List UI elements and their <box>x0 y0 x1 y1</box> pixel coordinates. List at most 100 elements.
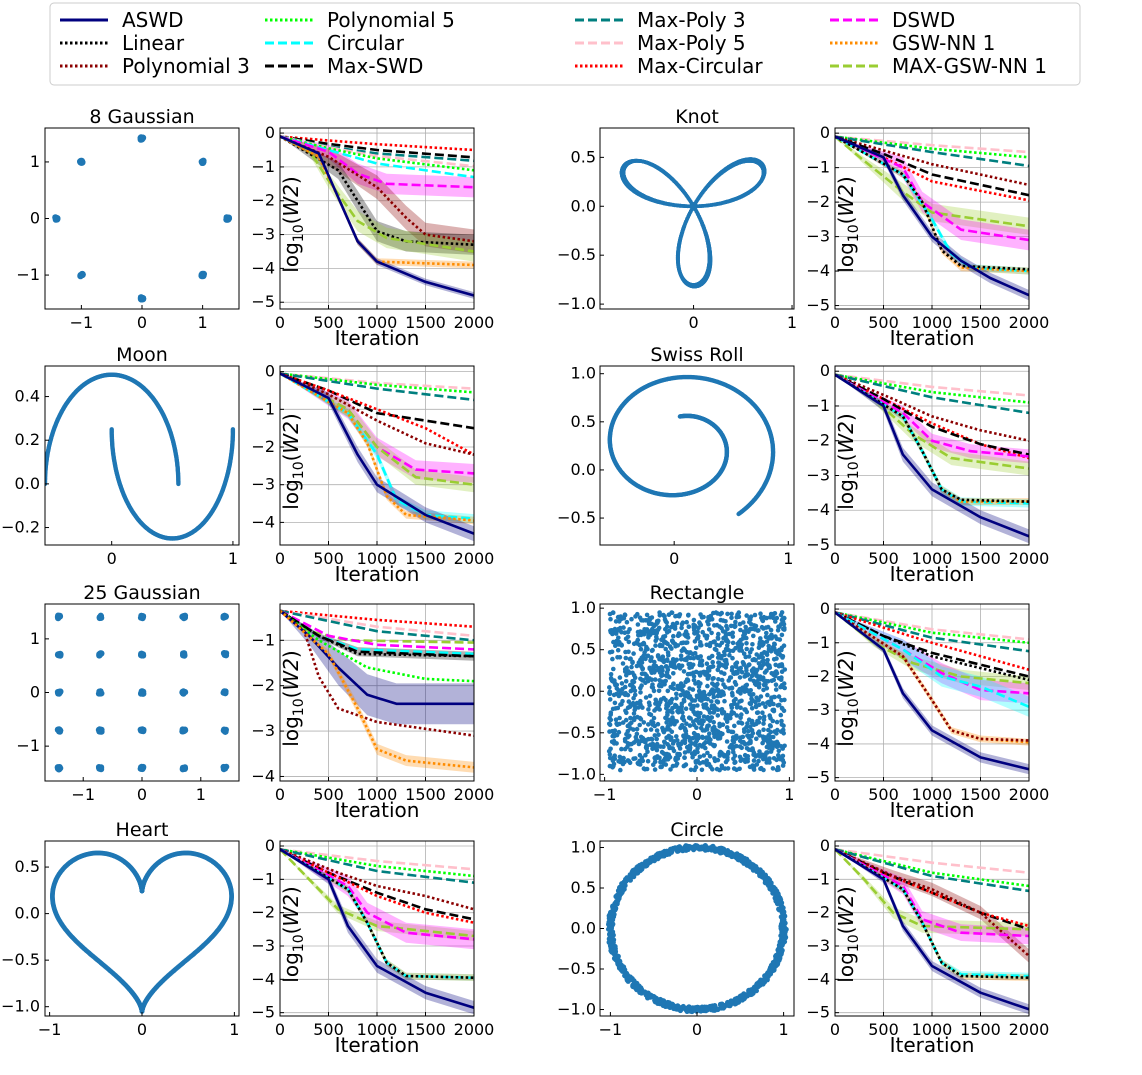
axes-frame <box>44 127 240 310</box>
scatter-point <box>764 750 769 755</box>
scatter-point <box>199 272 206 280</box>
scatter-point <box>652 708 657 713</box>
scatter-point <box>643 695 649 700</box>
series-dswd <box>280 609 474 651</box>
scatter-point <box>626 669 631 674</box>
x-tick-label: −1 <box>70 313 94 332</box>
scatter-point <box>778 712 784 718</box>
x-axis-label: Iteration <box>890 326 975 350</box>
scatter-point <box>657 670 663 675</box>
scatter-point <box>607 650 613 655</box>
series-poly5 <box>280 609 474 683</box>
scatter-point <box>779 698 784 703</box>
scatter-point <box>611 692 617 698</box>
legend-entry-poly5: Polynomial 5 <box>265 8 455 32</box>
scatter-point <box>780 616 785 622</box>
scatter-point <box>751 633 756 639</box>
plot-area <box>280 372 474 542</box>
band-aswd <box>835 374 1029 544</box>
scatter-point <box>654 728 660 733</box>
scatter-point <box>689 664 694 670</box>
scatter-point <box>608 672 614 677</box>
x-tick-label: 1000 <box>357 785 398 804</box>
scatter-point <box>221 688 228 695</box>
series-dswd <box>280 135 474 189</box>
scatter-point <box>755 753 760 758</box>
legend-label-maxpoly3: Max-Poly 3 <box>637 8 746 32</box>
y-tick-label: −1 <box>251 157 275 176</box>
scatter-point <box>612 700 618 706</box>
scatter-point <box>696 714 702 720</box>
scatter-point <box>757 715 763 721</box>
scatter-point <box>654 741 660 747</box>
legend-label-maxcircular: Max-Circular <box>637 54 763 78</box>
scatter-point <box>607 752 613 757</box>
scatter-point <box>665 742 670 747</box>
scatter-point <box>631 651 636 656</box>
axes-frame <box>599 127 795 310</box>
series-aswd <box>835 135 1029 297</box>
series-maxcircular <box>280 135 474 152</box>
scatter-point <box>607 697 613 702</box>
scatter-point <box>738 637 744 643</box>
panel-title: 25 Gaussian <box>83 582 200 604</box>
scatter-point <box>638 716 644 722</box>
scatter-point <box>685 734 690 740</box>
scatter-point <box>660 636 666 642</box>
scatter-point <box>679 640 684 646</box>
scatter-point <box>770 615 776 621</box>
scatter-point <box>758 694 764 699</box>
plot-area <box>280 609 474 773</box>
scatter-point <box>653 643 658 648</box>
scatter-point <box>138 651 145 658</box>
scatter-point <box>139 134 147 141</box>
scatter-point <box>626 639 632 645</box>
y-tick-label: −0.2 <box>1 518 40 537</box>
scatter-point <box>53 215 61 223</box>
scatter-point <box>775 628 781 633</box>
series-poly3 <box>835 373 1029 442</box>
legend-entry-maxpoly5: Max-Poly 5 <box>575 31 746 55</box>
scatter-point <box>180 652 187 658</box>
series-aswd <box>280 372 474 535</box>
scatter-point <box>668 684 673 690</box>
scatter-point <box>749 706 755 711</box>
scatter-point <box>681 697 687 703</box>
scatter-point <box>690 754 695 760</box>
scatter-point <box>645 678 651 684</box>
axes-frame <box>44 365 240 546</box>
scatter-point <box>684 650 690 655</box>
x-tick-label: 1500 <box>960 549 1001 568</box>
scatter-point <box>731 698 737 704</box>
scatter-point <box>646 707 651 712</box>
scatter-point <box>717 624 722 629</box>
y-axis-label: log10(W2) <box>834 413 862 509</box>
scatter-point <box>715 713 721 718</box>
scatter-point <box>181 766 188 772</box>
scatter-point <box>617 721 622 727</box>
scatter-point <box>749 673 755 679</box>
x-tick-label: 1 <box>198 313 208 332</box>
y-tick-label: 0 <box>30 209 40 228</box>
x-tick-label: 500 <box>313 785 344 804</box>
scatter-point <box>776 694 782 699</box>
scatter-point <box>635 714 640 720</box>
x-axis-label: Iteration <box>335 562 420 586</box>
scatter-point <box>619 681 625 686</box>
series-aswd <box>835 373 1029 538</box>
y-tick-label: −1 <box>806 396 830 415</box>
scatter-point <box>661 695 667 701</box>
scatter-point <box>622 684 628 690</box>
scatter-point <box>718 656 724 661</box>
x-axis-label: Iteration <box>335 326 420 350</box>
y-tick-label: 0 <box>820 123 830 142</box>
scatter-point <box>691 204 696 209</box>
scatter-point <box>680 620 686 625</box>
scatter-point <box>622 612 628 618</box>
series-maxpoly3 <box>280 135 474 163</box>
y-tick-label: −4 <box>806 500 830 519</box>
x-tick-label: 2000 <box>1009 313 1050 332</box>
series-maxcircular <box>835 373 1029 460</box>
